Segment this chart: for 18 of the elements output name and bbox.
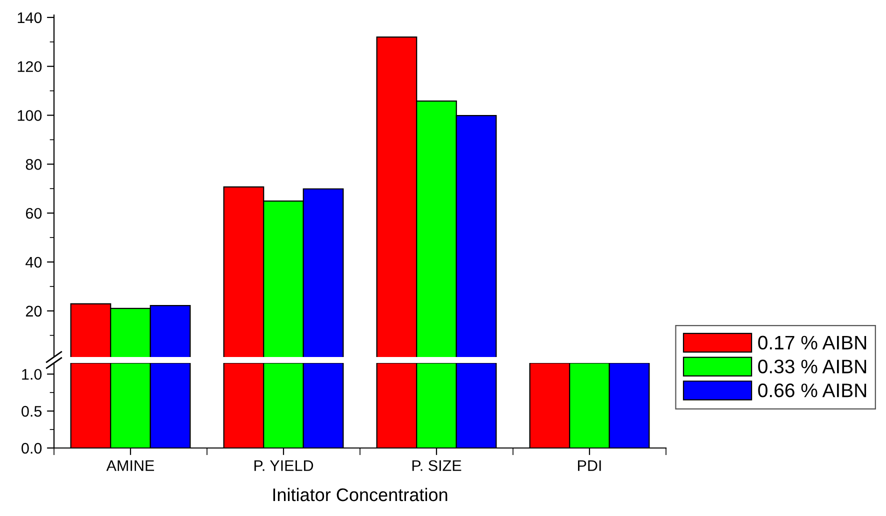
y-tick-label: 0.5 xyxy=(22,406,42,417)
y-tick-label: 120 xyxy=(18,61,42,72)
legend-label: 0.17 % AIBN xyxy=(758,336,866,350)
y-tick-label: 0.0 xyxy=(22,442,42,454)
x-tick-label: AMINE xyxy=(106,460,154,471)
y-tick-label: 140 xyxy=(18,12,42,24)
x-tick-label: P. YIELD xyxy=(254,460,314,471)
legend-label: 0.66 % AIBN xyxy=(758,383,866,398)
x-tick-label: PDI xyxy=(578,460,601,471)
x-axis-title: Initiator Concentration xyxy=(273,488,448,502)
y-tick-label: 60 xyxy=(26,208,42,219)
y-tick-label: 40 xyxy=(26,256,42,268)
y-tick-label: 1.0 xyxy=(22,368,42,380)
x-tick-label: P. SIZE xyxy=(412,460,462,472)
y-tick-label: 20 xyxy=(26,306,42,317)
y-tick-label: 80 xyxy=(26,159,42,170)
legend-label: 0.33 % AIBN xyxy=(758,360,866,374)
y-tick-label: 100 xyxy=(18,110,42,121)
